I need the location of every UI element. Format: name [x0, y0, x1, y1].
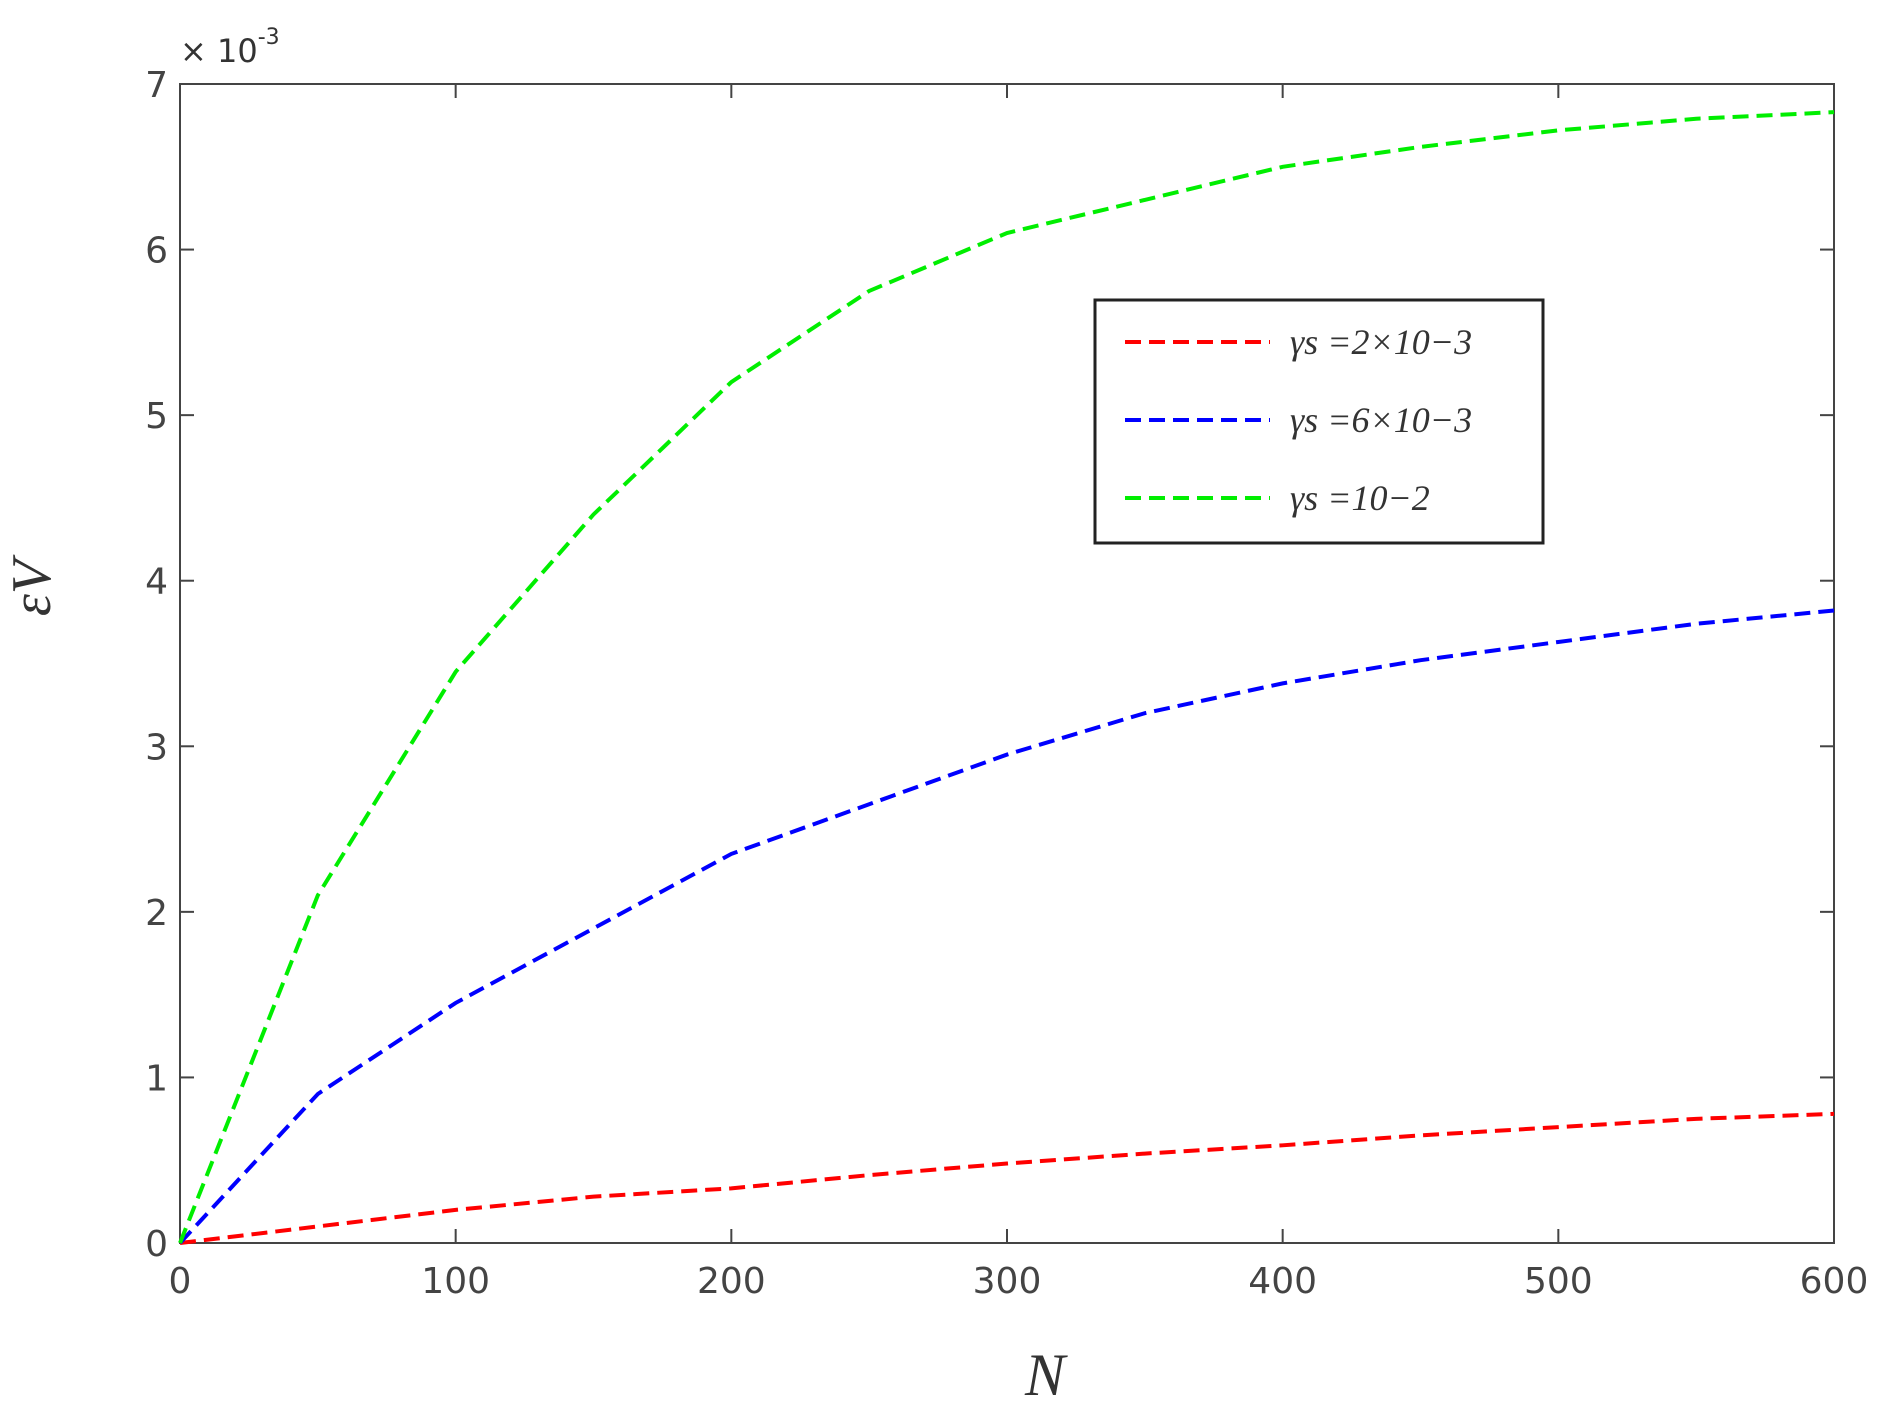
y-multiplier: × 10-3	[180, 25, 280, 70]
legend-box	[1093, 298, 1545, 545]
legend-label: γs =6×10−3	[1290, 400, 1472, 440]
y-tick-label: 3	[145, 727, 168, 768]
legend-label: γs =2×10−3	[1290, 322, 1472, 362]
y-tick-label: 7	[145, 65, 168, 106]
y-axis-label: εV	[1, 554, 63, 616]
x-tick-label: 500	[1524, 1261, 1593, 1302]
y-tick-label: 0	[145, 1224, 168, 1265]
y-tick-label: 1	[145, 1058, 168, 1099]
y-tick-label: 5	[145, 396, 168, 437]
data-line	[179, 1111, 1835, 1245]
multiplier-base: × 10	[180, 32, 258, 70]
x-tick-label: 600	[1800, 1261, 1869, 1302]
y-tick-label: 2	[145, 893, 168, 934]
legend-label: γs =10−2	[1290, 478, 1430, 518]
data-line	[178, 110, 1835, 1244]
multiplier-exponent: -3	[258, 25, 280, 50]
x-tick-label: 0	[169, 1261, 192, 1302]
y-tick-label: 4	[145, 562, 168, 603]
data-line	[178, 608, 1835, 1245]
plot-frame	[179, 83, 1835, 1244]
x-tick-label: 200	[697, 1261, 766, 1302]
x-tick-label: 100	[421, 1261, 490, 1302]
x-tick-label: 400	[1248, 1261, 1317, 1302]
x-tick-label: 300	[973, 1261, 1042, 1302]
x-axis-label: N	[1024, 1342, 1068, 1408]
y-tick-label: 6	[145, 231, 168, 272]
